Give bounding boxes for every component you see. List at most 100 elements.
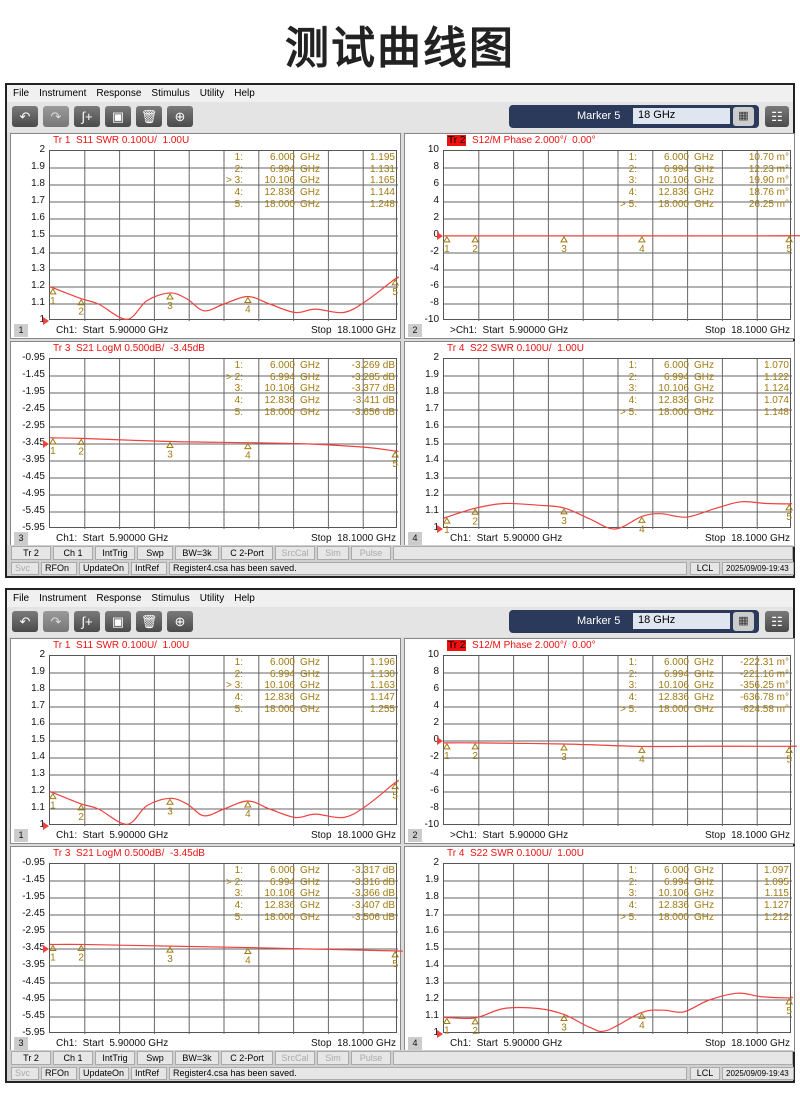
menu-instrument[interactable]: Instrument (39, 593, 87, 604)
stop-frequency[interactable]: Stop 18.1000 GHz (310, 325, 396, 336)
window-number[interactable]: 4 (408, 532, 422, 545)
softkey-bw-3k[interactable]: BW=3k (175, 546, 219, 560)
trace-panel-2[interactable]: Tr 2 S12/M Phase 2.000°/ 0.00° 10 8 6 4 2 0 -2 -… (404, 133, 800, 339)
window-number[interactable]: 2 (408, 324, 422, 337)
softkey-c-2-port[interactable]: C 2-Port (221, 546, 273, 560)
trace-format[interactable]: S11 SWR 0.100U/ 1.00U (75, 135, 190, 146)
redo-button[interactable]: ↷ (43, 106, 69, 127)
status-svc[interactable]: Svc (11, 1067, 39, 1080)
trace-panel-4[interactable]: Tr 4 S22 SWR 0.100U/ 1.00U 2 1.9 1.8 1.7 1.6 1… (404, 846, 795, 1052)
start-frequency[interactable]: Ch1: Start 5.90000 GHz (450, 533, 563, 544)
menu-instrument[interactable]: Instrument (39, 88, 87, 99)
delete-button[interactable]: 🗑 (136, 611, 162, 632)
stop-frequency[interactable]: Stop 18.1000 GHz (704, 533, 790, 544)
softkey-swp[interactable]: Swp (137, 546, 173, 560)
trace-format[interactable]: S11 SWR 0.100U/ 1.00U (75, 640, 190, 651)
window-number[interactable]: 1 (14, 829, 28, 842)
trace-panel-3[interactable]: Tr 3 S21 LogM 0.500dB/ -3.45dB -0.95 -1.45… (10, 341, 401, 547)
start-frequency[interactable]: Ch1: Start 5.90000 GHz (56, 1038, 169, 1049)
trace-id[interactable]: Tr 1 (53, 135, 71, 146)
status-svc[interactable]: Svc (11, 562, 39, 575)
menu-help[interactable]: Help (234, 593, 255, 604)
menu-response[interactable]: Response (96, 88, 142, 99)
start-frequency[interactable]: Ch1: Start 5.90000 GHz (450, 1038, 563, 1049)
trace-id[interactable]: Tr 2 (447, 135, 467, 146)
status-rfon[interactable]: RFOn (41, 562, 77, 575)
softkey-inttrig[interactable]: IntTrig (95, 1051, 135, 1065)
layout-button[interactable]: ☷ (765, 106, 789, 127)
menu-stimulus[interactable]: Stimulus (151, 88, 190, 99)
trace-id[interactable]: Tr 3 (53, 343, 71, 354)
trace-id[interactable]: Tr 1 (53, 640, 71, 651)
softkey-c-2-port[interactable]: C 2-Port (221, 1051, 273, 1065)
add-trace-button[interactable]: ∫+ (74, 611, 100, 632)
layout-button[interactable]: ☷ (765, 611, 789, 632)
stop-frequency[interactable]: Stop 18.1000 GHz (310, 830, 396, 841)
softkey-inttrig[interactable]: IntTrig (95, 546, 135, 560)
trace-panel-4[interactable]: Tr 4 S22 SWR 0.100U/ 1.00U 2 1.9 1.8 1.7 1.6 1… (404, 341, 795, 547)
softkey-tr-2[interactable]: Tr 2 (11, 546, 51, 560)
softkey-srccal[interactable]: SrcCal (275, 546, 315, 560)
stop-frequency[interactable]: Stop 18.1000 GHz (704, 325, 790, 336)
marker-value-input[interactable]: 18 GHz (633, 613, 730, 629)
trace-panel-1[interactable]: Tr 1 S11 SWR 0.100U/ 1.00U 2 1.9 1.8 1.7 1.6 1… (10, 638, 401, 844)
window-number[interactable]: 1 (14, 324, 28, 337)
window-number[interactable]: 3 (14, 1037, 28, 1050)
redo-button[interactable]: ↷ (43, 611, 69, 632)
softkey-tr-2[interactable]: Tr 2 (11, 1051, 51, 1065)
trace-format[interactable]: S22 SWR 0.100U/ 1.00U (469, 343, 584, 354)
status-intref[interactable]: IntRef (131, 1067, 167, 1080)
trace-format[interactable]: S12/M Phase 2.000°/ 0.00° (471, 135, 596, 146)
trace-format[interactable]: S22 SWR 0.100U/ 1.00U (469, 848, 584, 859)
window-number[interactable]: 3 (14, 532, 28, 545)
lcl-indicator[interactable]: LCL (690, 1067, 720, 1080)
stop-frequency[interactable]: Stop 18.1000 GHz (310, 1038, 396, 1049)
menu-help[interactable]: Help (234, 88, 255, 99)
menu-response[interactable]: Response (96, 593, 142, 604)
start-frequency[interactable]: Ch1: Start 5.90000 GHz (56, 830, 169, 841)
trace-format[interactable]: S21 LogM 0.500dB/ -3.45dB (75, 343, 205, 354)
softkey-srccal[interactable]: SrcCal (275, 1051, 315, 1065)
trace-panel-2[interactable]: Tr 2 S12/M Phase 2.000°/ 0.00° 10 8 6 4 2 0 -2 -… (404, 638, 798, 844)
trace-id[interactable]: Tr 2 (447, 640, 467, 651)
status-rfon[interactable]: RFOn (41, 1067, 77, 1080)
keypad-button[interactable]: ▦ (733, 612, 754, 631)
status-updateon[interactable]: UpdateOn (79, 1067, 129, 1080)
zoom-button[interactable]: ⊕ (167, 106, 193, 127)
menu-file[interactable]: File (13, 593, 30, 604)
softkey-ch-1[interactable]: Ch 1 (53, 1051, 93, 1065)
trace-format[interactable]: S12/M Phase 2.000°/ 0.00° (471, 640, 596, 651)
copy-button[interactable]: ▣ (105, 106, 131, 127)
softkey-pulse[interactable]: Pulse (351, 1051, 391, 1065)
stop-frequency[interactable]: Stop 18.1000 GHz (704, 1038, 790, 1049)
softkey-bw-3k[interactable]: BW=3k (175, 1051, 219, 1065)
undo-button[interactable]: ↶ (12, 106, 38, 127)
undo-button[interactable]: ↶ (12, 611, 38, 632)
start-frequency[interactable]: Ch1: Start 5.90000 GHz (56, 325, 169, 336)
trace-id[interactable]: Tr 3 (53, 848, 71, 859)
menu-file[interactable]: File (13, 88, 30, 99)
softkey-sim[interactable]: Sim (317, 546, 349, 560)
delete-button[interactable]: 🗑 (136, 106, 162, 127)
zoom-button[interactable]: ⊕ (167, 611, 193, 632)
marker-value-input[interactable]: 18 GHz (633, 108, 730, 124)
status-updateon[interactable]: UpdateOn (79, 562, 129, 575)
stop-frequency[interactable]: Stop 18.1000 GHz (704, 830, 790, 841)
trace-panel-3[interactable]: Tr 3 S21 LogM 0.500dB/ -3.45dB -0.95 -1.45… (10, 846, 404, 1052)
add-trace-button[interactable]: ∫+ (74, 106, 100, 127)
trace-id[interactable]: Tr 4 (447, 848, 465, 859)
start-frequency[interactable]: >Ch1: Start 5.90000 GHz (450, 325, 569, 336)
stop-frequency[interactable]: Stop 18.1000 GHz (310, 533, 396, 544)
keypad-button[interactable]: ▦ (733, 107, 754, 126)
window-number[interactable]: 4 (408, 1037, 422, 1050)
trace-panel-1[interactable]: Tr 1 S11 SWR 0.100U/ 1.00U 2 1.9 1.8 1.7 1.6 1… (10, 133, 401, 339)
softkey-sim[interactable]: Sim (317, 1051, 349, 1065)
menu-utility[interactable]: Utility (199, 593, 225, 604)
lcl-indicator[interactable]: LCL (690, 562, 720, 575)
softkey-swp[interactable]: Swp (137, 1051, 173, 1065)
trace-id[interactable]: Tr 4 (447, 343, 465, 354)
softkey-ch-1[interactable]: Ch 1 (53, 546, 93, 560)
copy-button[interactable]: ▣ (105, 611, 131, 632)
trace-format[interactable]: S21 LogM 0.500dB/ -3.45dB (75, 848, 205, 859)
softkey-pulse[interactable]: Pulse (351, 546, 391, 560)
